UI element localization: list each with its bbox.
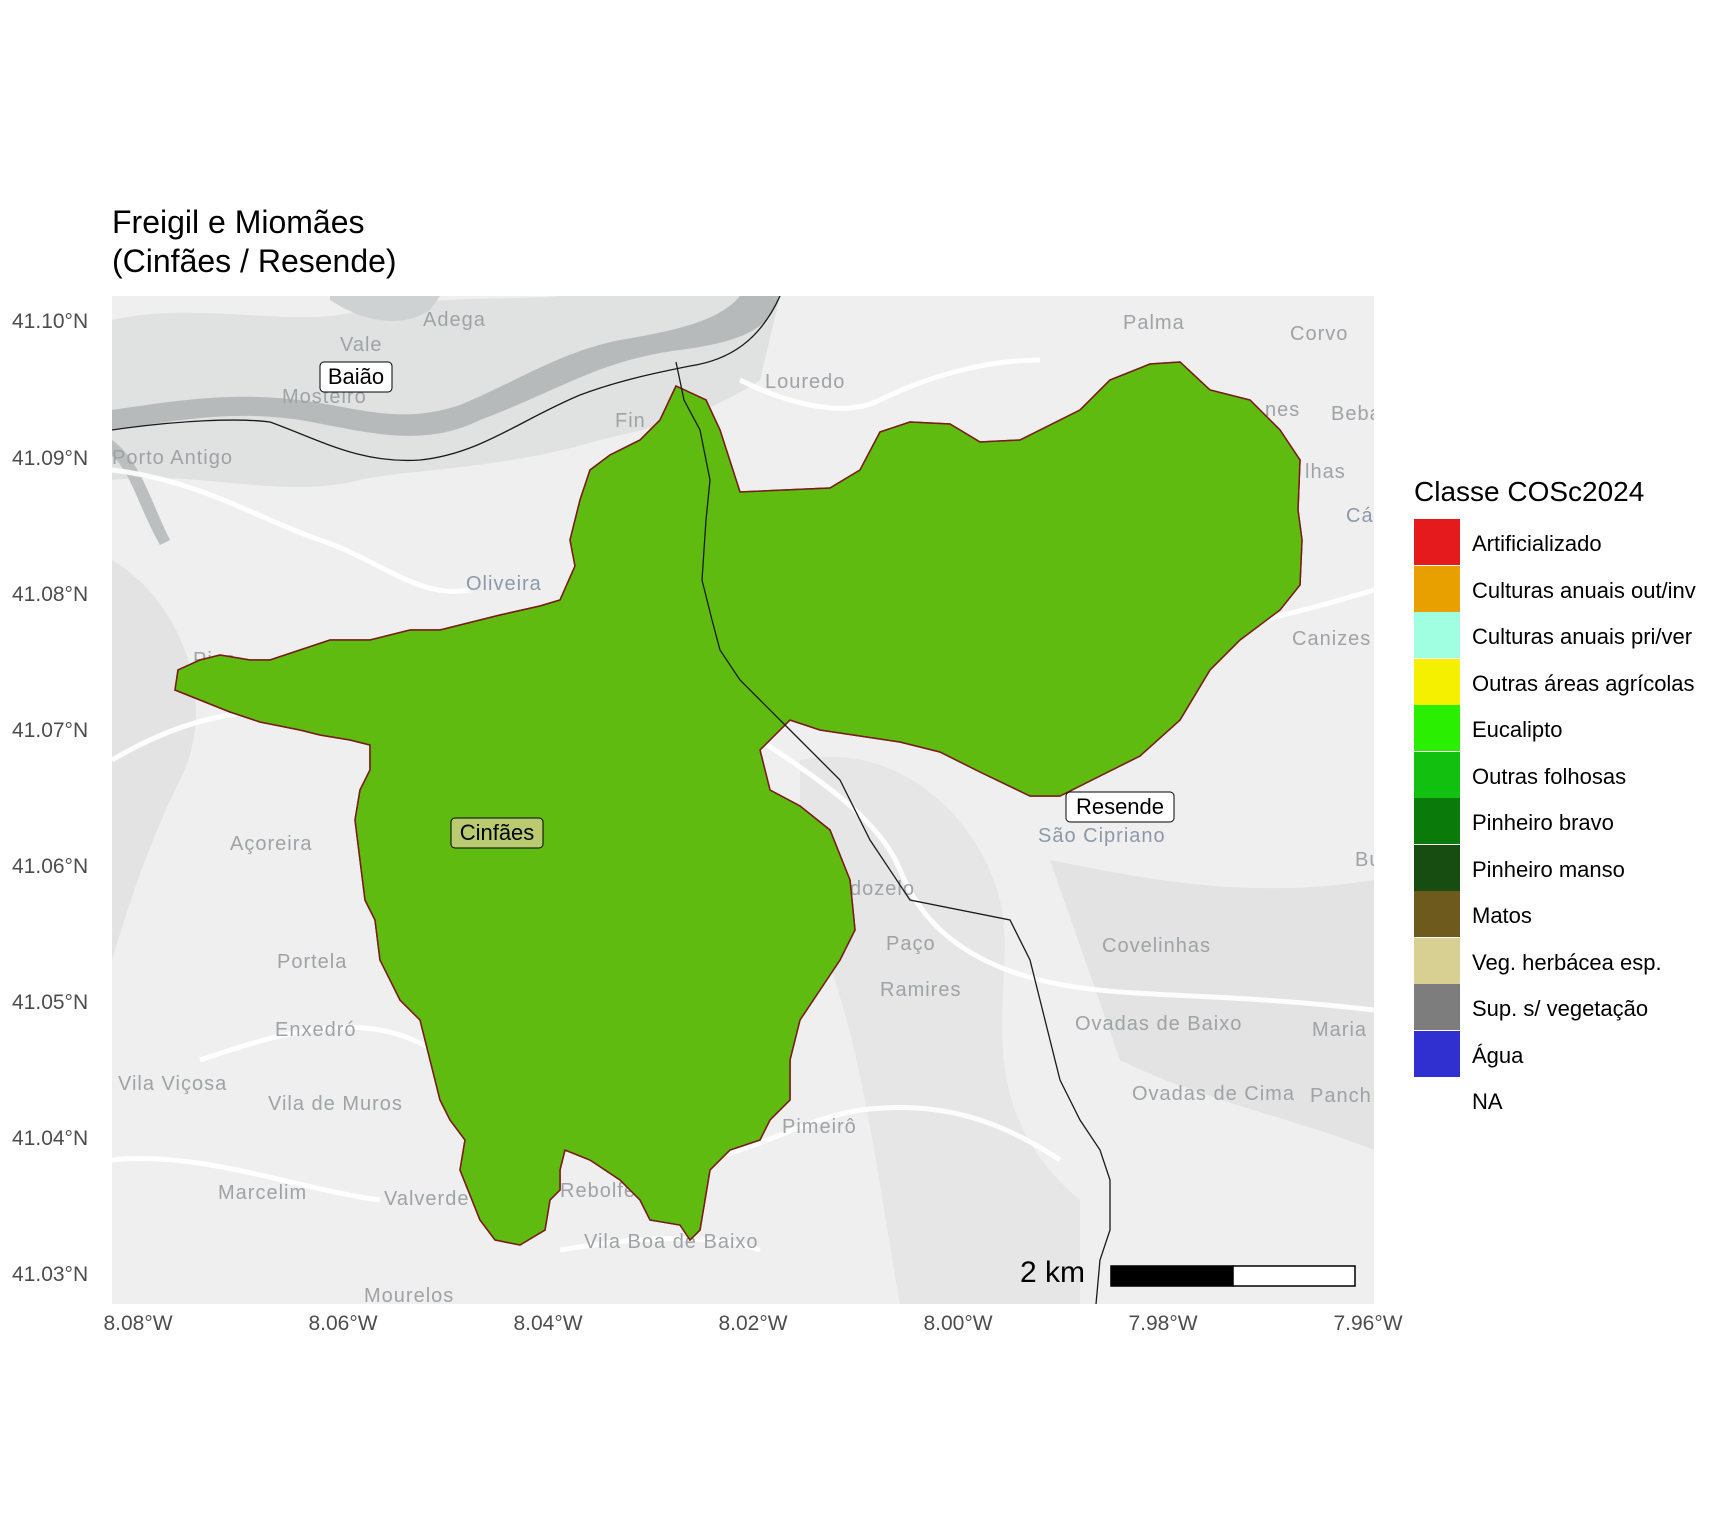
place-mourelos: Mourelos — [364, 1285, 454, 1307]
scale-bar — [1110, 1265, 1356, 1287]
y-tick-41-04: 41.04°N — [12, 1127, 89, 1150]
place-portela: Portela — [277, 951, 347, 973]
y-tick-41-10: 41.10°N — [12, 310, 89, 333]
place-adega: Adega — [423, 309, 486, 331]
label-cinfaes: Cinfães — [450, 817, 544, 849]
place-ramires: Ramires — [880, 979, 961, 1001]
x-tick-8-00: 8.00°W — [923, 1312, 993, 1335]
legend-swatch — [1414, 891, 1460, 937]
legend-label: Outras áreas agrícolas — [1472, 670, 1695, 696]
label-baiao: Baião — [319, 361, 393, 393]
place-porto-antigo: Porto Antigo — [112, 447, 233, 469]
place-panch: Panch — [1310, 1085, 1372, 1107]
legend-swatch — [1414, 612, 1460, 658]
place-ovadas-de-cima: Ovadas de Cima — [1132, 1083, 1295, 1105]
legend-swatch — [1414, 658, 1460, 705]
legend-label: Culturas anuais pri/ver — [1472, 624, 1693, 649]
place-lhas: lhas — [1305, 461, 1346, 483]
place-palma: Palma — [1123, 312, 1185, 334]
place-paco: Paço — [886, 933, 936, 955]
x-tick-8-06: 8.06°W — [308, 1312, 378, 1335]
place-valverde: Valverde — [384, 1188, 469, 1210]
legend-label: Pinheiro bravo — [1472, 810, 1614, 835]
x-tick-8-04: 8.04°W — [513, 1312, 583, 1335]
y-tick-41-08: 41.08°N — [12, 583, 89, 606]
place-enxedro: Enxedró — [275, 1019, 357, 1041]
svg-text:Baião: Baião — [328, 364, 384, 389]
y-tick-41-07: 41.07°N — [12, 719, 89, 742]
legend-swatch — [1414, 937, 1460, 984]
place-pimeiro: Pimeirô — [782, 1116, 857, 1138]
legend-label: NA — [1472, 1089, 1503, 1114]
municipal-boundaries — [112, 296, 1111, 1304]
legend-label: Matos — [1472, 903, 1532, 928]
legend-label: Outras folhosas — [1472, 763, 1627, 789]
y-tick-41-03: 41.03°N — [12, 1263, 89, 1286]
place-covelinhas: Covelinhas — [1102, 935, 1211, 957]
legend-label: Artificializado — [1472, 531, 1602, 556]
place-vale: Vale — [340, 334, 383, 356]
y-tick-41-09: 41.09°N — [12, 447, 89, 470]
place-dozelo: dozelo — [850, 878, 915, 900]
legend-label: Sup. s/ vegetação — [1472, 996, 1649, 1021]
legend-label: Pinheiro manso — [1472, 856, 1625, 882]
place-acoreira: Açoreira — [230, 833, 312, 855]
legend-label: Culturas anuais out/inv — [1472, 577, 1696, 603]
scale-bar-label: 2 km — [1020, 1256, 1086, 1289]
place-corvo: Corvo — [1290, 323, 1348, 345]
svg-text:Resende: Resende — [1076, 794, 1164, 819]
legend-label: Veg. herbácea esp. — [1472, 949, 1662, 975]
legend-swatch — [1414, 1077, 1460, 1123]
place-nes: nes — [1265, 399, 1300, 421]
legend-label: Eucalipto — [1472, 717, 1563, 742]
place-bu: Bu — [1355, 849, 1381, 871]
label-resende: Resende — [1065, 791, 1175, 823]
place-ovadas-de-baixo: Ovadas de Baixo — [1075, 1013, 1242, 1035]
legend-swatch — [1414, 984, 1460, 1030]
place-vila-boa-de-baixo: Vila Boa de Baixo — [584, 1231, 759, 1253]
x-tick-7-96: 7.96°W — [1333, 1312, 1403, 1335]
legend-swatch — [1414, 798, 1460, 844]
land-cover-raster — [174, 361, 1303, 1246]
legend-swatch — [1414, 1030, 1460, 1077]
place-oliveira: Oliveira — [466, 573, 542, 595]
map-title-line1: Freigil e Miomães — [112, 204, 365, 240]
x-tick-8-08: 8.08°W — [103, 1312, 173, 1335]
legend-title: Classe COSc2024 — [1414, 476, 1645, 507]
legend-swatch — [1414, 519, 1460, 565]
legend-swatch — [1414, 705, 1460, 751]
place-marcelim: Marcelim — [218, 1182, 307, 1204]
place-maria: Maria — [1312, 1019, 1367, 1041]
place-rebolfe: Rebolfe — [560, 1180, 636, 1202]
y-tick-41-06: 41.06°N — [12, 855, 89, 878]
place-vila-de-muros: Vila de Muros — [268, 1093, 403, 1115]
svg-text:Cinfães: Cinfães — [460, 820, 535, 845]
legend-swatch — [1414, 751, 1460, 798]
map-title-line2: (Cinfães / Resende) — [112, 243, 397, 279]
legend-swatch — [1414, 844, 1460, 891]
place-fin: Fin — [615, 410, 646, 432]
place-louredo: Louredo — [765, 371, 845, 393]
x-tick-8-02: 8.02°W — [718, 1312, 788, 1335]
legend-swatch — [1414, 565, 1460, 612]
y-tick-41-05: 41.05°N — [12, 991, 89, 1014]
x-tick-7-98: 7.98°W — [1128, 1312, 1198, 1335]
place-vila-vicosa: Vila Viçosa — [118, 1073, 227, 1095]
place-canizes: Canizes — [1292, 628, 1371, 650]
place-beba: Beba — [1331, 403, 1382, 425]
place-car: Cár — [1346, 505, 1381, 527]
legend-label: Água — [1472, 1042, 1524, 1068]
place-sao-cipriano: São Cipriano — [1038, 825, 1166, 847]
